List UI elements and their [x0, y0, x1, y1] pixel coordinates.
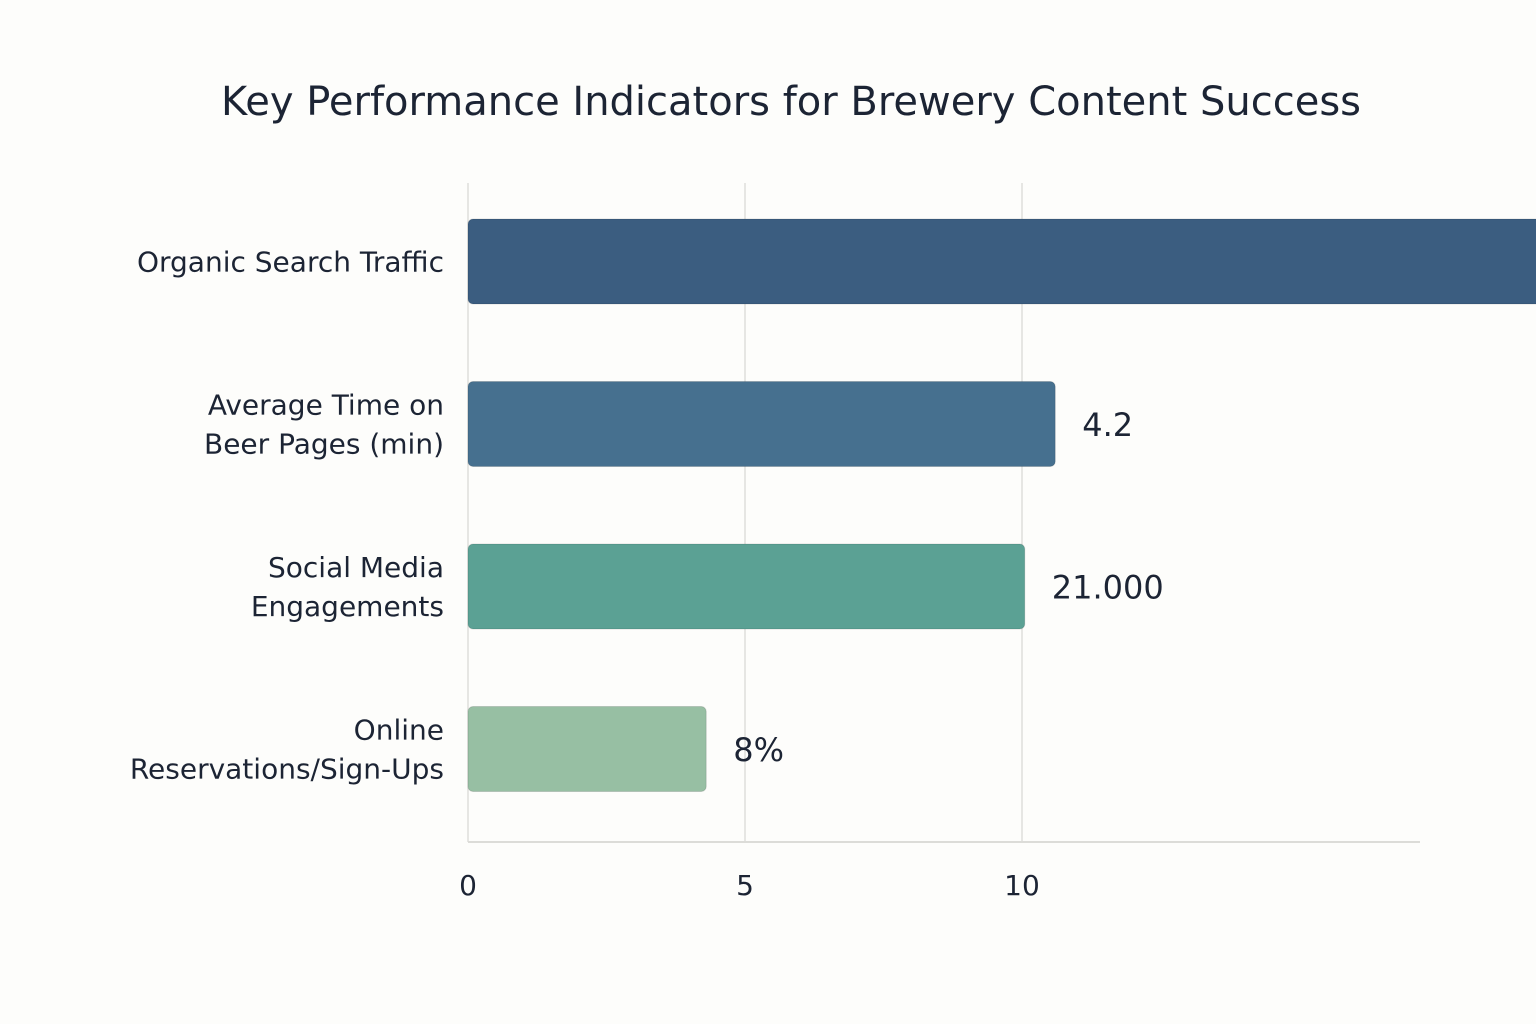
category-label-line: Social Media: [268, 551, 444, 584]
category-label-2: Social Media Engagements: [251, 551, 444, 623]
category-label-line: Average Time on: [208, 389, 444, 422]
x-tick-label-10: 10: [1004, 869, 1040, 902]
category-label-line: Engagements: [251, 590, 444, 623]
bar-0: [467, 218, 1536, 305]
bar-3: [467, 706, 707, 792]
category-label-1: Average Time on Beer Pages (min): [204, 389, 444, 461]
x-tick-label-5: 5: [736, 869, 754, 902]
x-axis-ticks: 051020: [459, 869, 1040, 902]
category-label-3: Online Reservations/Sign-Ups: [130, 714, 444, 786]
category-label-0: Organic Search Traffic: [137, 246, 444, 279]
category-label-line: Online: [354, 714, 444, 747]
value-label-2: 21.000: [1052, 569, 1164, 607]
category-labels: Organic Search Traffic Average Time on Bee…: [130, 246, 444, 786]
category-label-line: Organic Search Traffic: [137, 246, 444, 279]
x-tick-label-0: 0: [459, 869, 477, 902]
bar-2: [467, 543, 1026, 630]
category-label-line: Reservations/Sign-Ups: [130, 753, 444, 786]
bars: [467, 218, 1536, 792]
bar-1: [467, 381, 1056, 467]
category-label-line: Beer Pages (min): [204, 428, 444, 461]
value-label-3: 8%: [733, 731, 784, 769]
value-label-1: 4.2: [1082, 406, 1133, 444]
chart-title: Key Performance Indicators for Brewery C…: [221, 79, 1361, 125]
